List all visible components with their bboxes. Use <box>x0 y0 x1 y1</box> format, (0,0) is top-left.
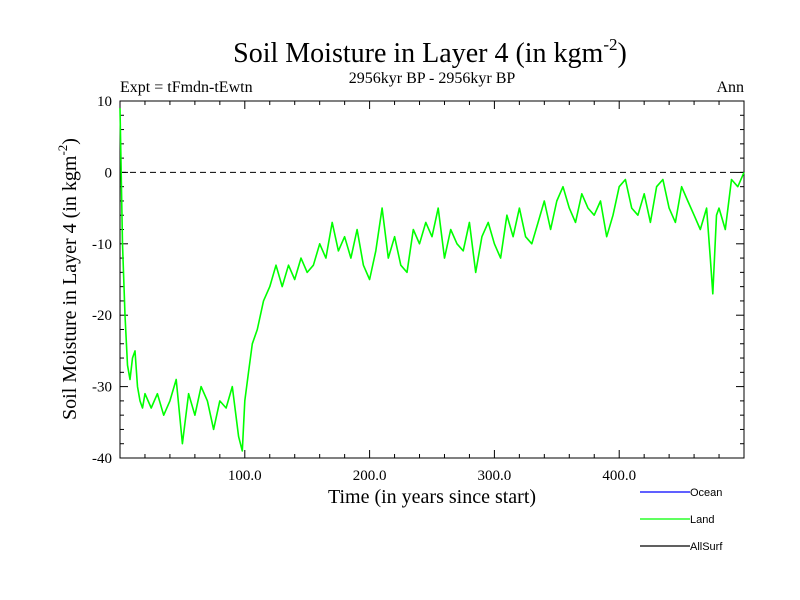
y-axis-ticks: 10 0 -10 -20 -30 -40 <box>92 94 744 467</box>
y-axis-label-main: Soil Moisture in Layer 4 (in kgm <box>59 155 81 420</box>
series-layer <box>119 108 745 452</box>
series-line-land <box>119 108 745 452</box>
chart-title-main: Soil Moisture in Layer 4 (in kgm <box>233 38 603 69</box>
y-axis-label: Soil Moisture in Layer 4 (in kgm-2) <box>55 138 81 420</box>
x-tick-label: 400.0 <box>602 468 636 484</box>
y-tick-label: -40 <box>92 451 112 467</box>
x-axis-ticks: 100.0 200.0 300.0 400.0 <box>144 101 720 484</box>
x-axis-label-text: Time (in years since start) <box>328 486 536 508</box>
plot-frame <box>119 100 745 459</box>
chart-title: Soil Moisture in Layer 4 (in kgm-2) <box>233 35 627 69</box>
legend-label-land: Land <box>690 514 714 526</box>
y-tick-label: 0 <box>105 165 113 181</box>
legend-label-ocean: Ocean <box>690 487 722 499</box>
y-tick-label: 10 <box>97 94 112 110</box>
y-tick-label: -10 <box>92 237 112 253</box>
season-label: Ann <box>716 79 744 96</box>
chart-title-superscript: -2 <box>603 35 617 54</box>
x-tick-label: 300.0 <box>478 468 512 484</box>
chart-title-close: ) <box>618 38 627 69</box>
y-tick-label: -20 <box>92 308 112 324</box>
legend-label-allsurf: AllSurf <box>690 541 723 553</box>
legend: Ocean Land AllSurf <box>640 487 723 553</box>
x-tick-label: 100.0 <box>228 468 262 484</box>
y-axis-label-superscript: -2 <box>55 145 70 156</box>
x-tick-label: 200.0 <box>353 468 387 484</box>
x-axis-label: Time (in years since start) <box>328 486 536 508</box>
y-tick-label: -30 <box>92 380 112 396</box>
y-axis-label-close: ) <box>59 138 81 145</box>
period-label: 2956kyr BP - 2956kyr BP <box>349 70 516 87</box>
experiment-label: Expt = tFmdn-tEwtn <box>120 79 253 96</box>
